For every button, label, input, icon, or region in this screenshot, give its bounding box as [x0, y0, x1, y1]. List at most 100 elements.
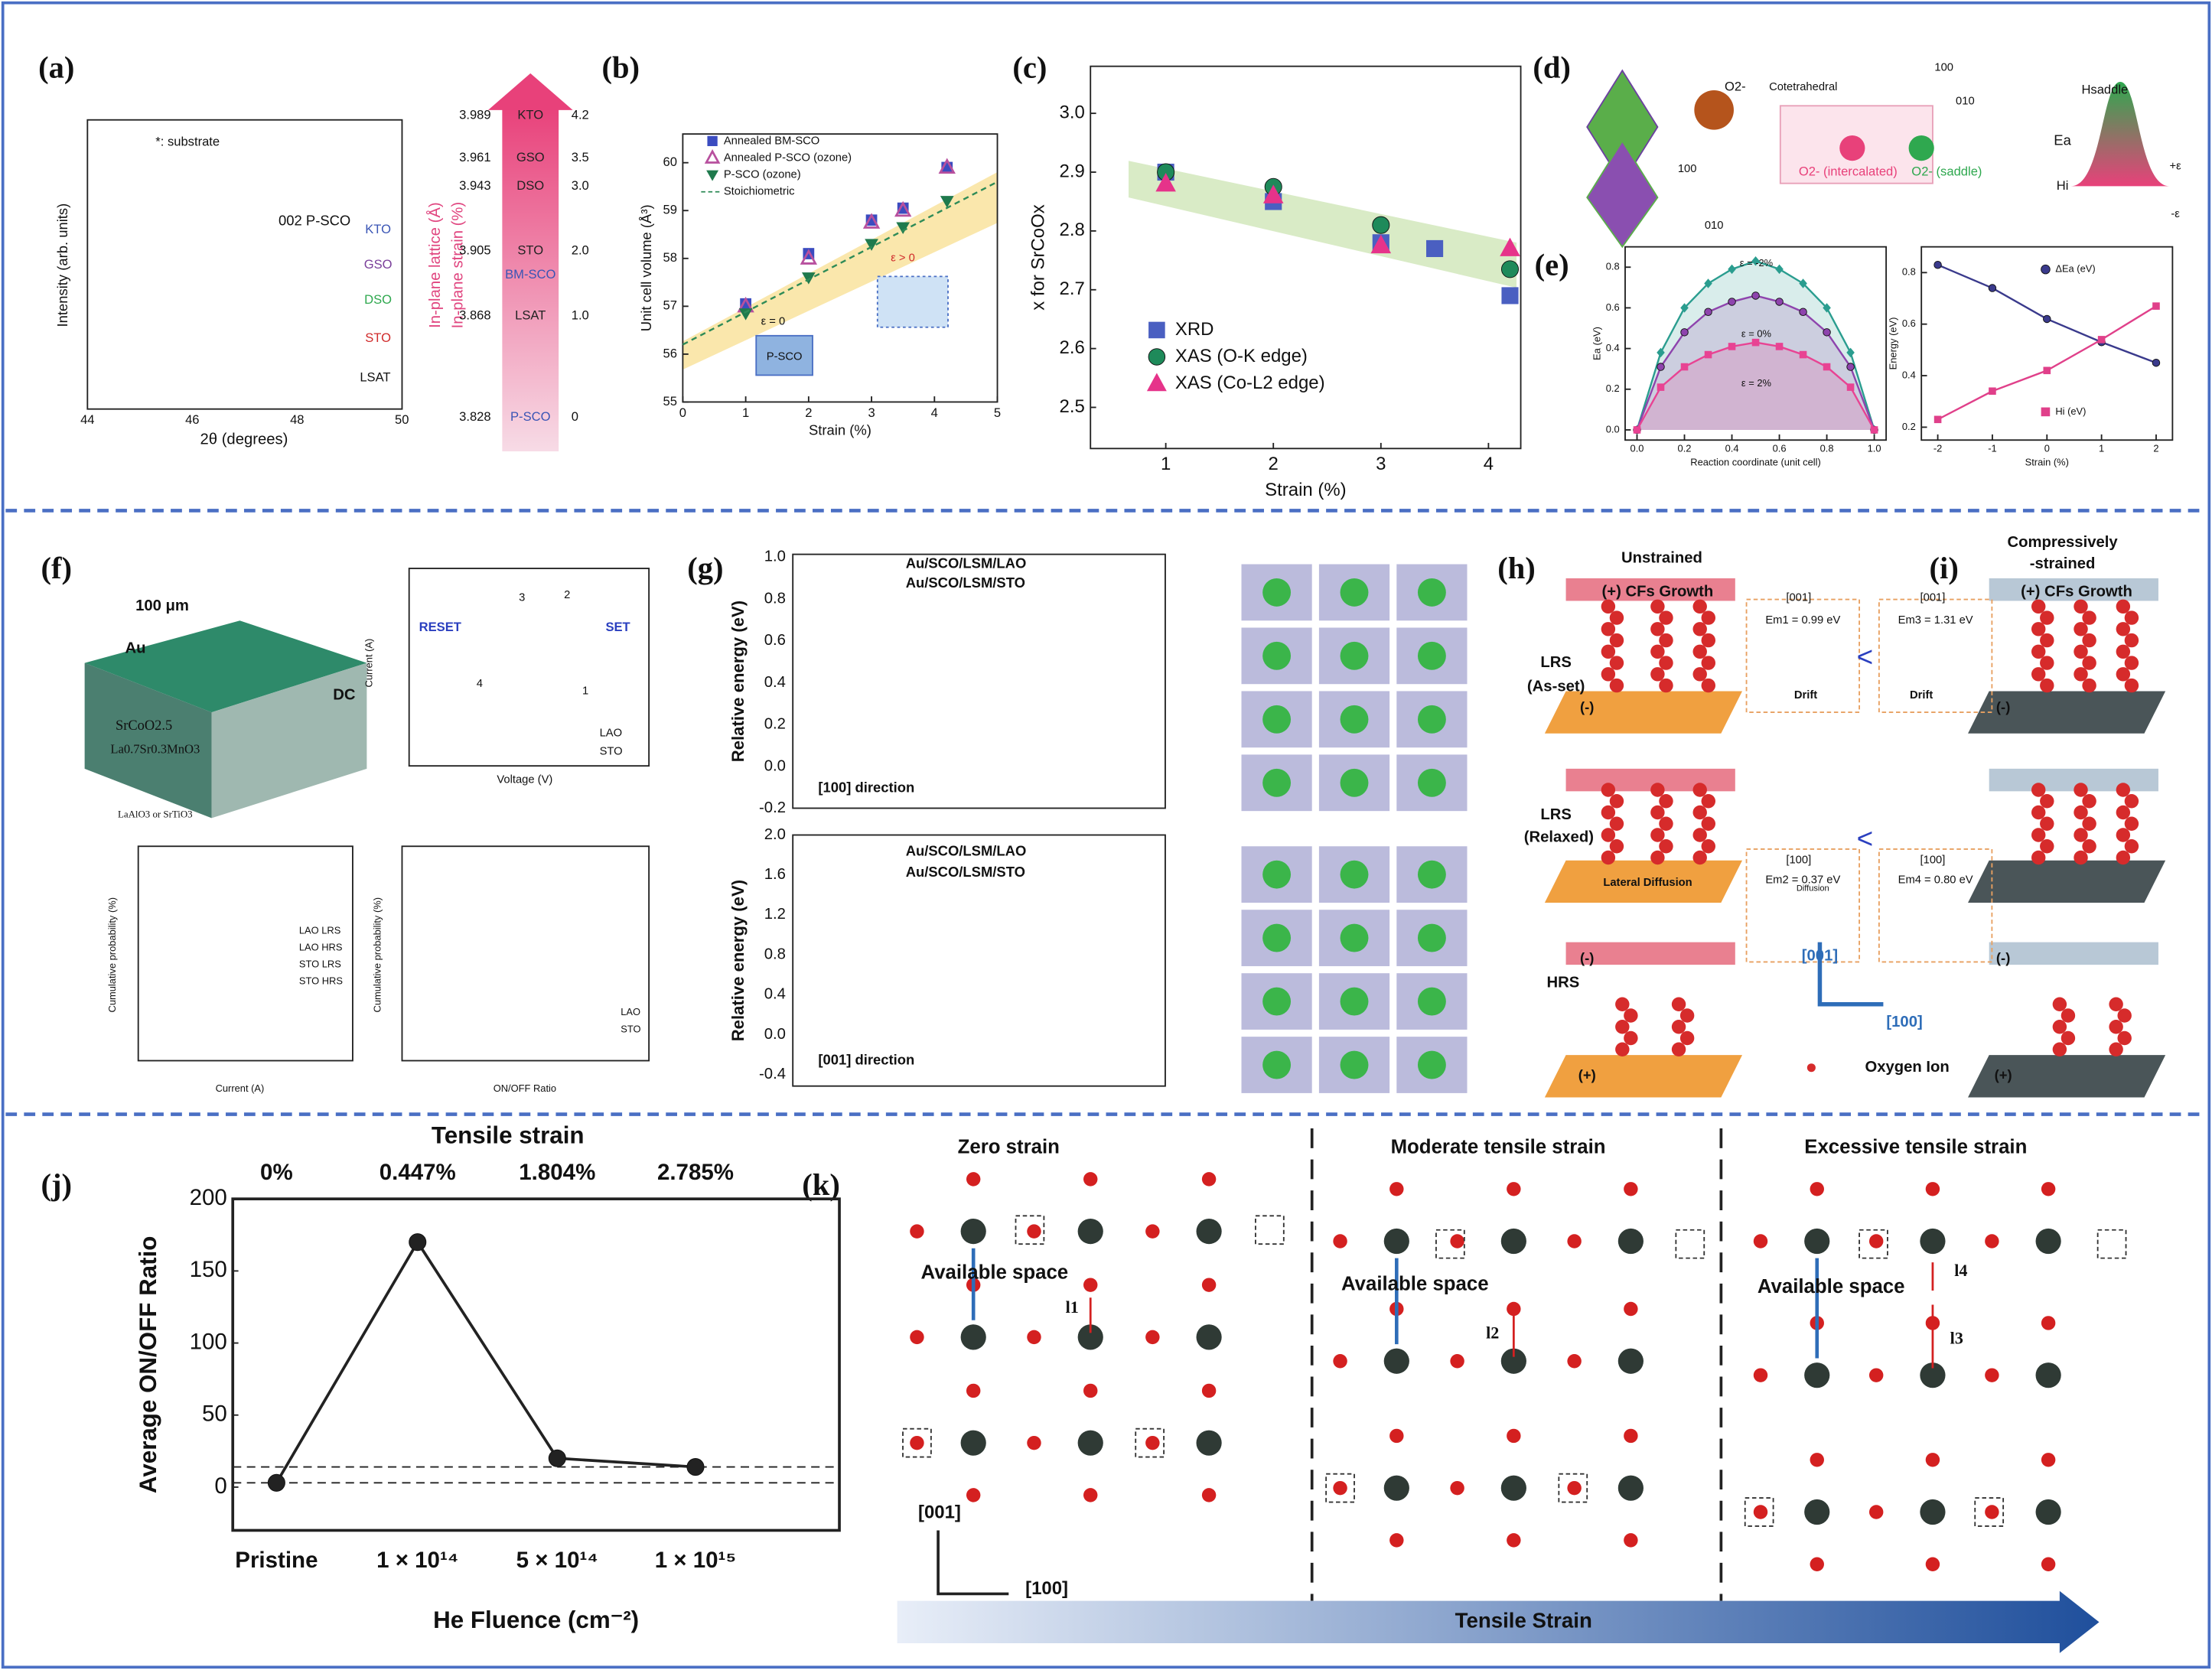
x-tick-label: 1: [742, 405, 749, 420]
plot-frame: [682, 133, 998, 403]
label: Compressively: [2007, 534, 2118, 551]
x-tick-label: 3: [1376, 454, 1386, 474]
point: [1155, 173, 1176, 192]
label: [001] direction: [818, 1051, 914, 1067]
illustration: [2116, 783, 2131, 797]
point: [1799, 350, 1807, 359]
illustration: [1744, 1497, 1774, 1527]
illustration: [1077, 1324, 1103, 1350]
point: [800, 249, 818, 265]
point: [1933, 415, 1942, 424]
illustration: [910, 1224, 924, 1239]
point: [686, 1458, 705, 1476]
panel-label: (d): [1533, 50, 1571, 85]
label: Cotetrahedral: [1769, 81, 1837, 93]
panel-label: (h): [1497, 551, 1536, 585]
illustration: [2040, 678, 2054, 693]
line: [275, 1239, 696, 1484]
illustration: [1615, 1042, 1630, 1056]
y-axis-label: Average ON/OFF Ratio: [135, 1236, 161, 1494]
illustration: [2031, 783, 2046, 797]
illustration: [1500, 1475, 1526, 1501]
x-tick-label: 5: [994, 405, 1001, 420]
illustration: [1617, 1475, 1644, 1501]
point: [409, 1233, 427, 1252]
illustration: [1692, 850, 1707, 865]
illustration: [2124, 816, 2139, 831]
label: LAO LRS: [299, 924, 340, 936]
illustration: [2041, 1453, 2056, 1467]
illustration: [1701, 794, 1715, 809]
y-tick-label: 100: [190, 1329, 227, 1354]
legend-marker: [704, 148, 721, 164]
label: STO: [621, 1023, 640, 1034]
label: Current (A): [363, 639, 374, 688]
legend-label: P-SCO (ozone): [724, 169, 801, 181]
point: [1823, 303, 1831, 313]
point: [894, 200, 912, 217]
point: [1680, 328, 1689, 337]
illustration: [1601, 828, 1616, 842]
illustration: [937, 1530, 1009, 1596]
panel-label: (f): [41, 551, 72, 585]
illustration: [1692, 805, 1707, 820]
label: (+) CFs Growth: [1602, 584, 1714, 601]
illustration: [1389, 1533, 1404, 1548]
y-tick-label: 2.7: [1060, 278, 1085, 299]
label: (-): [1996, 698, 2010, 715]
label: Cumulative probability (%): [106, 897, 118, 1012]
illustration: [1989, 768, 2158, 792]
illustration: [2074, 644, 2088, 659]
illustration: [1145, 1224, 1160, 1239]
illustration: [2074, 599, 2088, 614]
label: 002 P-SCO: [279, 212, 350, 228]
illustration: [1340, 768, 1369, 797]
illustration: [1624, 1428, 1638, 1444]
label: DSO: [516, 178, 544, 193]
y-tick-label: 59: [663, 203, 677, 217]
plot-frame: [1624, 246, 1888, 441]
illustration: [1027, 1435, 1041, 1450]
label: 4.2: [572, 108, 589, 122]
illustration: [1804, 1499, 1830, 1525]
illustration: [910, 1330, 924, 1345]
x-tick-label: Pristine: [235, 1548, 318, 1573]
illustration: [960, 1324, 986, 1350]
illustration: [2074, 622, 2088, 636]
tick-label: -0.2: [759, 799, 786, 816]
panel-label: (e): [1535, 248, 1569, 282]
illustration: [1617, 1228, 1644, 1255]
illustration: [1565, 578, 1735, 601]
label: ON/OFF Ratio: [494, 1082, 556, 1094]
illustration: [1333, 1354, 1347, 1369]
illustration: [1839, 135, 1865, 161]
label: 100 μm: [135, 597, 189, 614]
illustration: [1615, 1020, 1630, 1034]
illustration: [2124, 678, 2139, 693]
illustration: [1567, 1354, 1582, 1369]
tick-label: 46: [185, 412, 199, 427]
illustration: [2082, 794, 2096, 809]
illustration: [1544, 691, 1743, 734]
illustration: [1650, 667, 1665, 682]
tick-label: 0.2: [764, 716, 786, 733]
label: (-): [1580, 698, 1594, 715]
x-tick-label: 1.0: [1868, 442, 1881, 454]
point: [1704, 308, 1712, 316]
label: (+) CFs Growth: [2021, 584, 2132, 601]
x-tick-label: 5 × 10¹⁴: [516, 1548, 598, 1573]
annotation: ε > 0: [891, 252, 915, 264]
illustration: [1567, 1234, 1582, 1248]
y-tick-label: 50: [202, 1401, 227, 1427]
legend-label: XAS (O-K edge): [1175, 346, 1308, 366]
illustration: [792, 553, 1166, 809]
illustration: [1586, 139, 1659, 249]
point: [1870, 426, 1878, 434]
illustration: [1925, 1182, 1940, 1196]
illustration: [2031, 828, 2046, 842]
illustration: [2031, 599, 2046, 614]
tick-label: 2.0: [764, 826, 786, 843]
illustration: [2041, 1182, 2056, 1196]
x-tick-label: 1: [2099, 442, 2104, 454]
x-axis-label: Strain (%): [1265, 480, 1346, 500]
